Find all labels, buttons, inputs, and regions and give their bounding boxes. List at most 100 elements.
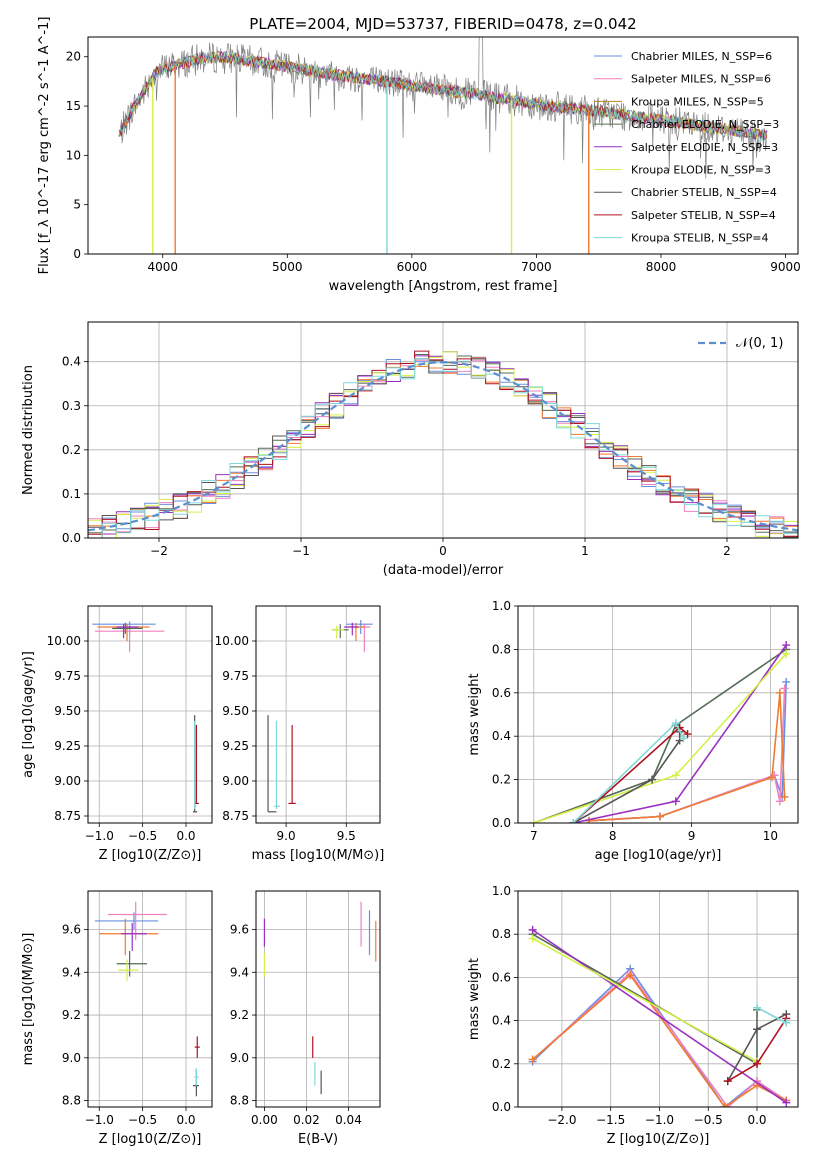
legend-label: Kroupa STELIB, N_SSP=4 [631, 232, 769, 245]
x-tick-label: 9.0 [277, 829, 296, 843]
weight-marker [753, 1003, 762, 1012]
axes-frame [87, 605, 213, 824]
x-tick-label: −1.0 [85, 829, 114, 843]
x-tick-label: 0.02 [293, 1113, 320, 1127]
x-tick-label: 5000 [272, 260, 303, 274]
weight-marker [782, 1098, 791, 1107]
y-tick-label: 10.00 [47, 634, 81, 648]
y-tick-label: 0.0 [492, 1100, 511, 1114]
errorbar-point [274, 720, 281, 809]
x-axis-label: Z [log10(Z/Z⊙)] [99, 848, 202, 863]
y-tick-label: 0.0 [492, 816, 511, 830]
y-tick-label: 0 [73, 247, 81, 261]
panel-age_vs_mass: 9.0 9.5 8.75 9.00 9.25 9.50 9.75 10.00 mass [log… [215, 605, 384, 863]
y-tick-label: 0.2 [492, 773, 511, 787]
legend-label: 𝒩(0, 1) [736, 336, 783, 351]
weight-marker [753, 1059, 762, 1068]
axes-frame [517, 890, 799, 1108]
x-tick-label: 8 [609, 829, 617, 843]
y-tick-label: 10.00 [215, 634, 249, 648]
y-tick-label: 0.8 [492, 927, 511, 941]
x-tick-label: −1 [292, 544, 310, 558]
x-axis-label: (data-model)/error [383, 563, 504, 578]
y-tick-label: 9.2 [62, 1008, 81, 1022]
y-tick-label: 8.8 [62, 1094, 81, 1108]
weight-marker [775, 688, 784, 697]
weight-marker [767, 773, 776, 782]
weight-marker [528, 925, 537, 934]
weight-series-8 [756, 1006, 787, 1024]
x-tick-label: 0.00 [251, 1113, 278, 1127]
y-tick-label: 8.75 [222, 809, 249, 823]
y-axis-label: Normed distribution [21, 365, 36, 495]
plot-area [92, 621, 199, 813]
panel-mass_vs_Z: −1.0 −0.5 0.0 8.8 9.0 9.2 9.4 9.6 Z [log10(Z/Z⊙)… [21, 890, 213, 1147]
plot-area [529, 641, 791, 823]
y-tick-label: 9.25 [222, 739, 249, 753]
errorbar-point [267, 715, 277, 813]
weight-marker [529, 819, 538, 823]
y-tick-label: 0.4 [62, 355, 81, 369]
y-tick-label: 8.8 [230, 1094, 249, 1108]
y-tick-label: 9.4 [62, 965, 81, 979]
x-tick-label: −1.5 [596, 1113, 625, 1127]
y-axis-label: age [log10(age/yr)] [21, 651, 36, 778]
errorbar-point [194, 1068, 199, 1086]
x-axis-label: wavelength [Angstrom, rest frame] [329, 279, 558, 294]
x-tick-label: 7000 [521, 260, 552, 274]
x-tick-label: 0.04 [335, 1113, 362, 1127]
weight-marker [723, 1077, 732, 1086]
weight-marker [782, 649, 791, 658]
axes-frame [87, 36, 799, 255]
errorbar-point [331, 625, 344, 639]
legend-label: Kroupa MILES, N_SSP=5 [631, 95, 764, 108]
y-tick-label: 0.4 [492, 1014, 511, 1028]
errorbar-point [194, 725, 199, 805]
y-axis-label: Flux [f_λ 10^-17 erg cm^-2 s^-1 A^-1] [37, 17, 52, 275]
legend-label: Kroupa ELODIE, N_SSP=3 [631, 164, 771, 177]
residual-histogram-8 [88, 358, 798, 538]
y-tick-label: 0.6 [492, 686, 511, 700]
y-axis-label: mass [log10(M/M⊙)] [21, 933, 36, 1066]
y-tick-label: 9.4 [230, 965, 249, 979]
legend-label: Chabrier ELODIE, N_SSP=3 [631, 118, 779, 131]
y-tick-label: 10 [66, 148, 81, 162]
errorbar-point [94, 912, 159, 930]
y-tick-label: 9.75 [222, 669, 249, 683]
axes-frame [87, 890, 213, 1108]
weight-marker [780, 684, 789, 693]
weight-marker [780, 792, 789, 801]
y-tick-label: 9.25 [54, 739, 81, 753]
weight-series-6 [572, 731, 681, 823]
y-tick-label: 0.2 [62, 443, 81, 457]
panel-mass_weight_vs_Z: −2.0 −1.5 −1.0 −0.5 0.0 0.0 0.2 0.4 0.6 0.8 1.0 Z [… [467, 884, 799, 1147]
x-tick-label: −1.0 [645, 1113, 674, 1127]
weight-marker [775, 797, 784, 806]
y-axis-label: mass weight [467, 958, 482, 1040]
weight-marker [753, 1025, 762, 1034]
errorbar-point [288, 725, 296, 805]
x-tick-label: −0.5 [128, 829, 157, 843]
normal-curve [88, 360, 798, 532]
legend: 𝒩(0, 1) [698, 336, 783, 351]
y-tick-label: 0.0 [62, 531, 81, 545]
legend-label: Salpeter STELIB, N_SSP=4 [631, 209, 776, 222]
weight-marker [569, 819, 578, 823]
weight-marker [671, 771, 680, 780]
plot-area [263, 901, 377, 1095]
plot-area [267, 620, 373, 813]
x-tick-label: 10 [763, 829, 778, 843]
legend-label: Chabrier STELIB, N_SSP=4 [631, 186, 777, 199]
weight-marker [671, 797, 680, 806]
errorbar-point [116, 622, 139, 634]
weight-marker [528, 1055, 537, 1064]
x-tick-label: 6000 [397, 260, 428, 274]
figure-title: PLATE=2004, MJD=53737, FIBERID=0478, z=0… [249, 15, 636, 33]
panel-residuals: −2 −1 0 1 2 0.0 0.1 0.2 0.3 0.4 (data-model)/error… [21, 321, 799, 578]
x-tick-label: 7 [530, 829, 538, 843]
weight-marker [782, 1018, 791, 1027]
axes-frame [255, 605, 381, 824]
y-tick-label: 9.00 [222, 774, 249, 788]
errorbar-point [194, 1036, 200, 1058]
